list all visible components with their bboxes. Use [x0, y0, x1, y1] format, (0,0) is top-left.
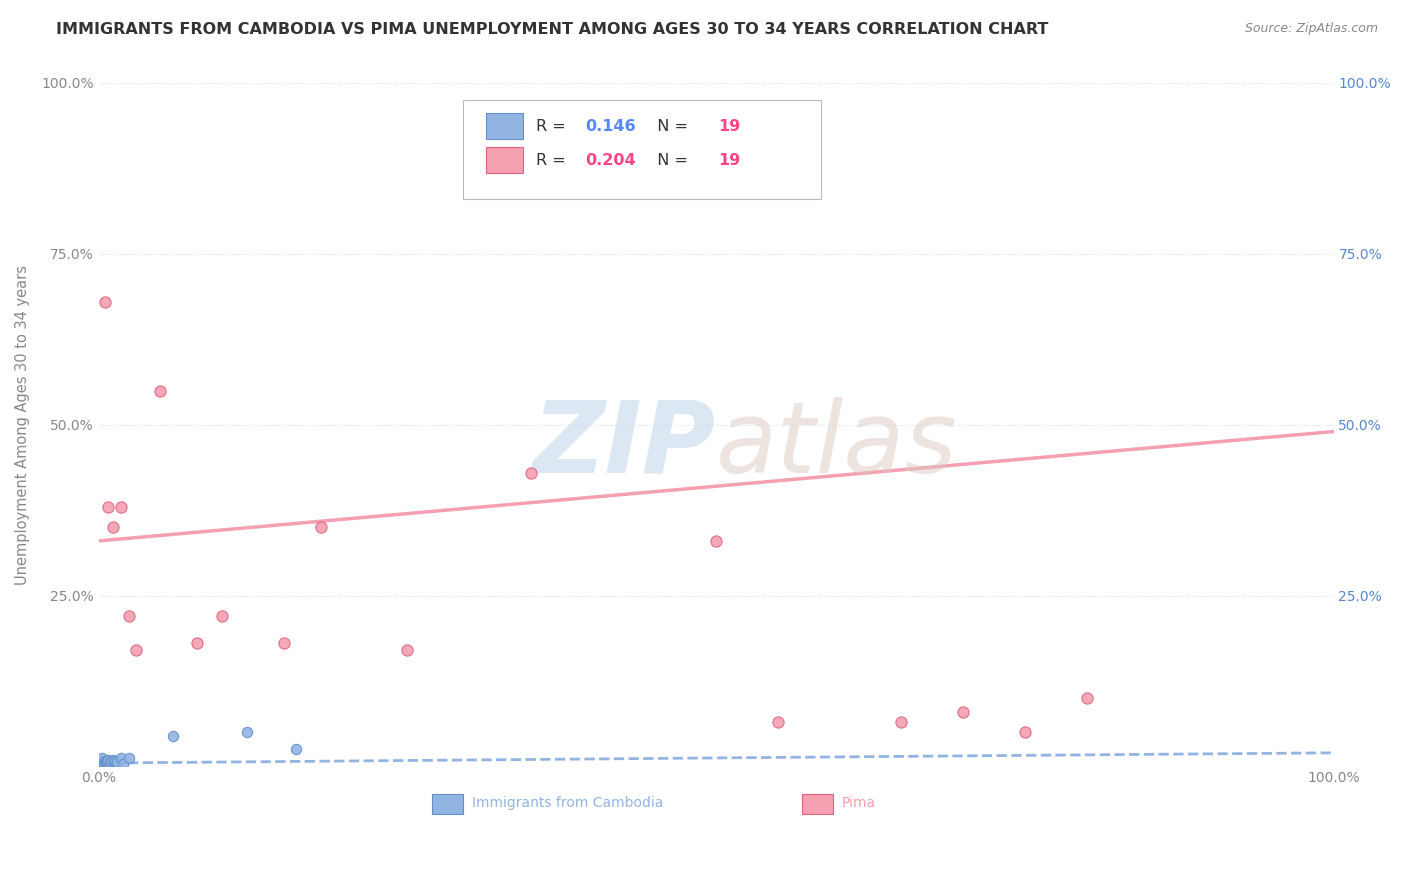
- Text: ZIP: ZIP: [533, 397, 716, 493]
- Point: [273, 636, 295, 650]
- Point: [98, 756, 121, 770]
- Point: [104, 754, 127, 768]
- Text: N =: N =: [647, 119, 693, 134]
- Point: [112, 756, 135, 771]
- Point: [162, 729, 184, 743]
- FancyBboxPatch shape: [432, 794, 463, 814]
- Text: Immigrants from Cambodia: Immigrants from Cambodia: [471, 796, 662, 810]
- Point: [1014, 725, 1036, 739]
- Text: Pima: Pima: [842, 796, 876, 810]
- Text: 19: 19: [718, 119, 741, 134]
- Point: [110, 500, 132, 514]
- Text: R =: R =: [536, 153, 571, 168]
- FancyBboxPatch shape: [486, 113, 523, 139]
- Point: [103, 520, 125, 534]
- Point: [110, 751, 132, 765]
- Point: [396, 643, 419, 657]
- Text: N =: N =: [647, 153, 693, 168]
- FancyBboxPatch shape: [803, 794, 834, 814]
- Point: [100, 754, 122, 768]
- Point: [105, 755, 128, 769]
- Point: [118, 609, 141, 624]
- Point: [118, 751, 141, 765]
- Point: [520, 466, 543, 480]
- Text: IMMIGRANTS FROM CAMBODIA VS PIMA UNEMPLOYMENT AMONG AGES 30 TO 34 YEARS CORRELAT: IMMIGRANTS FROM CAMBODIA VS PIMA UNEMPLO…: [56, 22, 1049, 37]
- Point: [91, 751, 114, 765]
- Point: [186, 636, 208, 650]
- Text: atlas: atlas: [716, 397, 957, 493]
- Point: [93, 756, 115, 770]
- Point: [1076, 691, 1098, 706]
- Text: 0.204: 0.204: [585, 153, 636, 168]
- Point: [766, 714, 789, 729]
- Point: [236, 725, 259, 739]
- Point: [97, 500, 120, 514]
- Point: [309, 520, 332, 534]
- Text: 0.146: 0.146: [585, 119, 636, 134]
- Point: [97, 753, 120, 767]
- Point: [890, 714, 912, 729]
- Point: [211, 609, 233, 624]
- Point: [90, 754, 112, 768]
- Text: 19: 19: [718, 153, 741, 168]
- Point: [94, 756, 117, 770]
- Point: [89, 756, 111, 770]
- Point: [124, 643, 146, 657]
- Point: [285, 742, 308, 756]
- Text: Source: ZipAtlas.com: Source: ZipAtlas.com: [1244, 22, 1378, 36]
- Point: [704, 533, 727, 548]
- Point: [94, 294, 117, 309]
- Point: [96, 754, 118, 768]
- FancyBboxPatch shape: [463, 100, 821, 199]
- Point: [952, 705, 974, 719]
- Text: R =: R =: [536, 119, 571, 134]
- Point: [94, 754, 117, 768]
- FancyBboxPatch shape: [486, 147, 523, 173]
- Y-axis label: Unemployment Among Ages 30 to 34 years: Unemployment Among Ages 30 to 34 years: [15, 265, 30, 585]
- Point: [149, 384, 172, 398]
- Point: [103, 753, 125, 767]
